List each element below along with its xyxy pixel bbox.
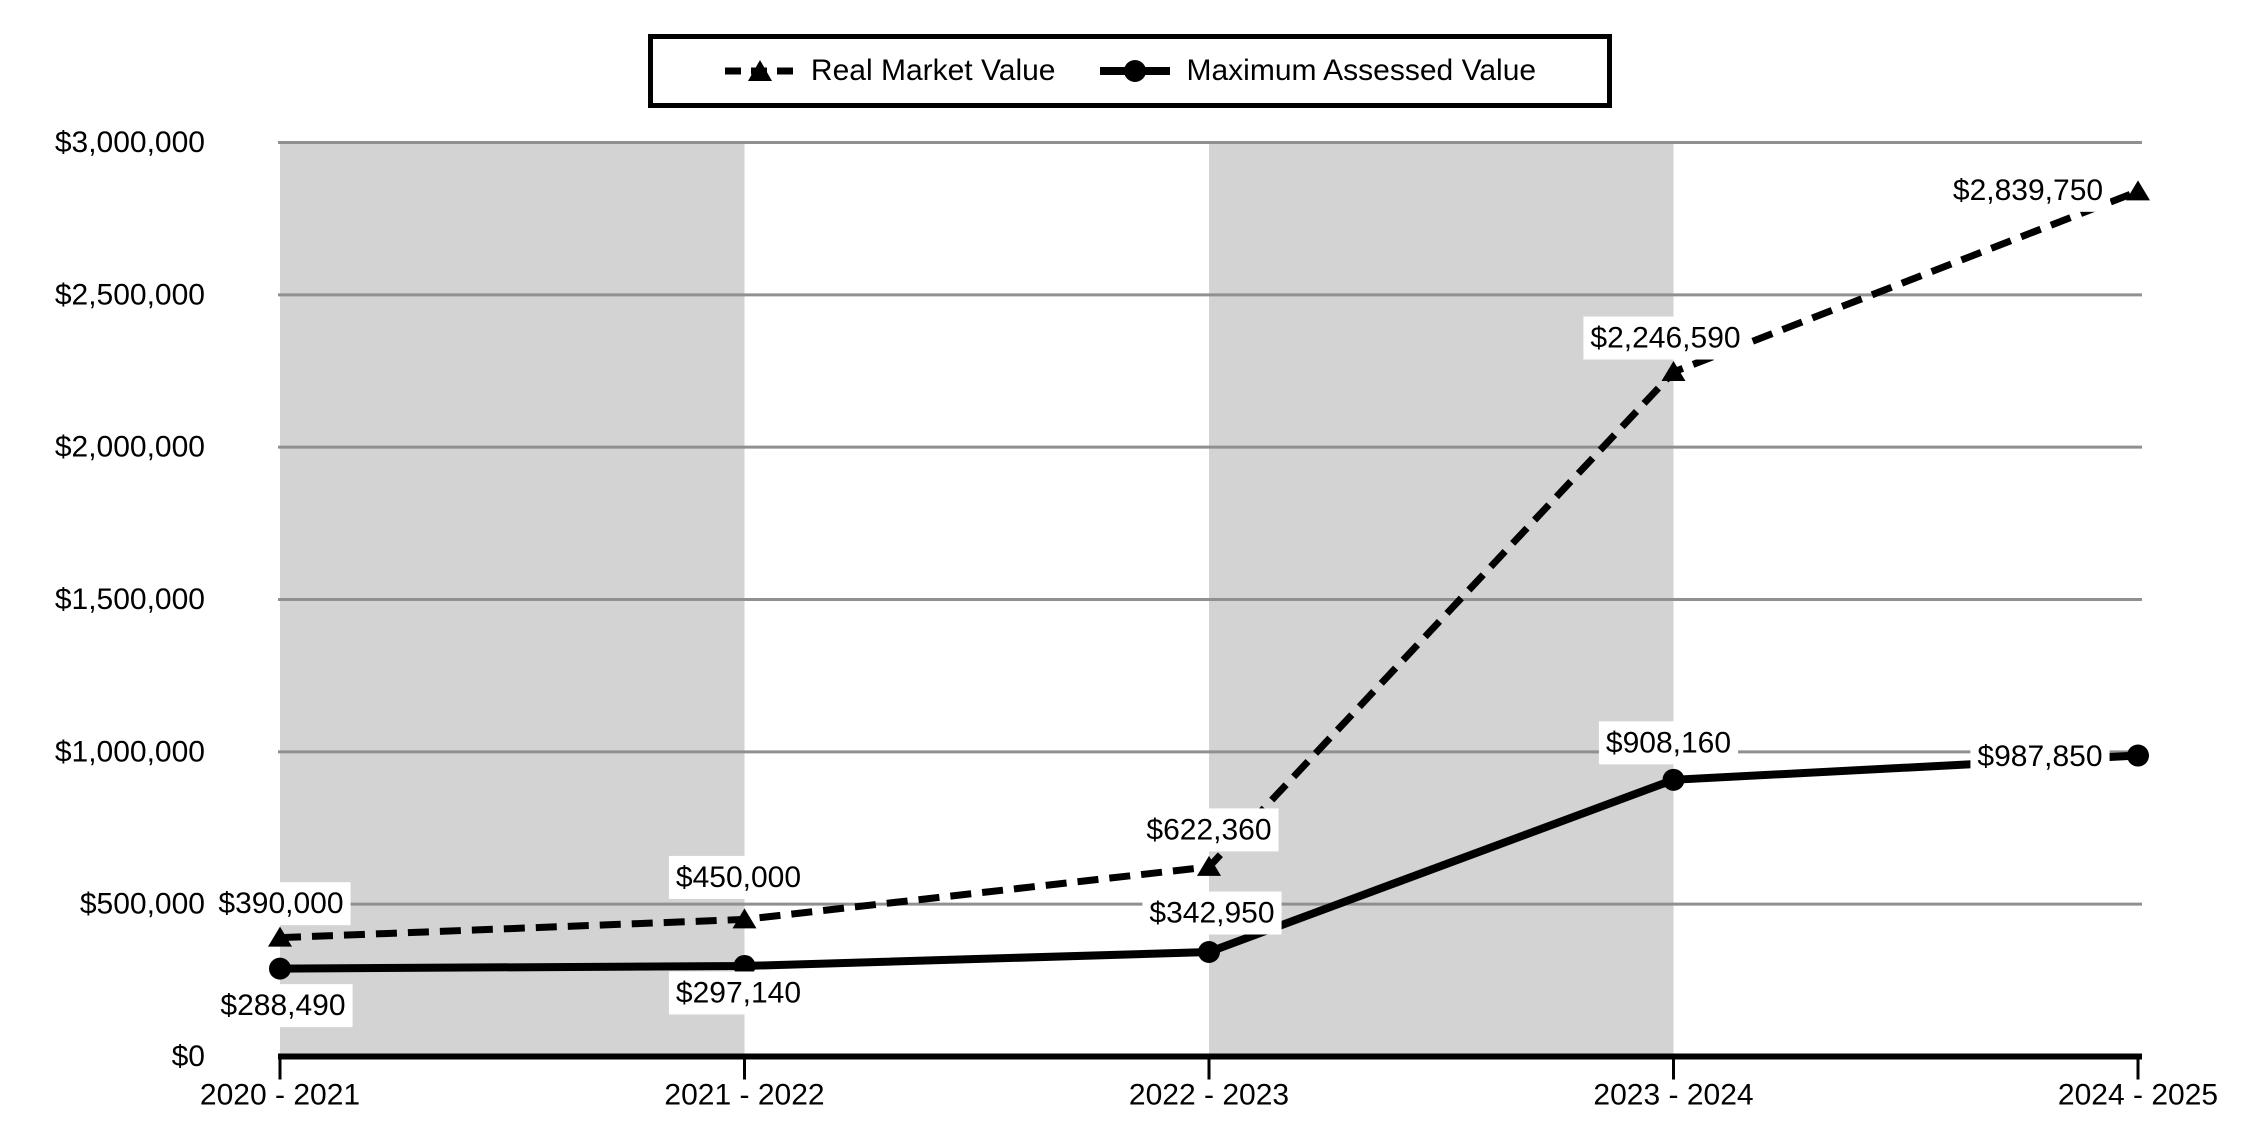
x-axis-tick-label: 2022 - 2023 bbox=[1129, 1079, 1289, 1112]
data-label-real-market-value: $2,839,750 bbox=[1953, 174, 2103, 207]
data-label-bg bbox=[1583, 316, 1748, 360]
circle-marker-maximum-assessed-value bbox=[1662, 768, 1685, 791]
data-label-bg bbox=[213, 984, 353, 1028]
y-axis-tick-label: $1,500,000 bbox=[55, 583, 205, 616]
data-label-bg bbox=[1598, 721, 1739, 765]
data-label-maximum-assessed-value: $342,950 bbox=[1149, 897, 1274, 930]
x-axis-tick-label: 2024 - 2025 bbox=[2058, 1079, 2218, 1112]
triangle-marker-real-market-value bbox=[2126, 180, 2150, 201]
data-label-bg bbox=[1945, 168, 2111, 212]
data-label-bg bbox=[1142, 891, 1282, 935]
data-label-bg bbox=[1970, 735, 2110, 779]
legend-item-maximum-assessed-value: Maximum Assessed Value bbox=[1099, 54, 1536, 88]
data-label-maximum-assessed-value: $297,140 bbox=[676, 976, 801, 1009]
y-axis-tick-label: $2,000,000 bbox=[55, 431, 205, 464]
triangle-marker-real-market-value bbox=[1197, 855, 1221, 876]
legend-item-real-market-value: Real Market Value bbox=[724, 54, 1056, 88]
data-label-real-market-value: $622,360 bbox=[1146, 813, 1271, 846]
x-axis-tick-label: 2021 - 2022 bbox=[664, 1079, 824, 1112]
x-axis-tick-label: 2023 - 2024 bbox=[1593, 1079, 1753, 1112]
y-axis-tick-label: $3,000,000 bbox=[55, 126, 205, 159]
circle-marker-maximum-assessed-value bbox=[269, 957, 291, 980]
data-label-real-market-value: $390,000 bbox=[218, 887, 343, 920]
y-axis-tick-label: $2,500,000 bbox=[55, 278, 205, 311]
legend-label-real-market-value: Real Market Value bbox=[810, 54, 1056, 87]
y-axis-tick-label: $0 bbox=[172, 1040, 205, 1073]
data-label-maximum-assessed-value: $908,160 bbox=[1606, 726, 1731, 759]
data-label-maximum-assessed-value: $288,490 bbox=[220, 989, 345, 1022]
legend-label-maximum-assessed-value: Maximum Assessed Value bbox=[1186, 54, 1537, 87]
circle-marker-maximum-assessed-value bbox=[2127, 744, 2149, 767]
data-label-maximum-assessed-value: $987,850 bbox=[1977, 740, 2102, 773]
triangle-marker-real-market-value bbox=[732, 908, 757, 929]
triangle-marker-real-market-value bbox=[268, 926, 292, 947]
data-label-real-market-value: $450,000 bbox=[676, 861, 801, 894]
data-label-bg bbox=[211, 882, 351, 926]
chart-legend: Real Market Value Maximum Assessed Value bbox=[648, 34, 1612, 108]
dashed-line-triangle-marker-icon bbox=[724, 60, 795, 81]
solid-line-circle-marker-icon bbox=[1100, 60, 1171, 82]
data-label-bg bbox=[1139, 808, 1279, 852]
triangle-marker-real-market-value bbox=[1661, 361, 1686, 382]
x-axis-tick-label: 2020 - 2021 bbox=[200, 1079, 360, 1112]
y-axis-tick-label: $500,000 bbox=[80, 888, 205, 921]
y-axis-tick-label: $1,000,000 bbox=[55, 735, 205, 768]
data-label-real-market-value: $2,246,590 bbox=[1590, 322, 1740, 355]
data-label-bg bbox=[668, 971, 809, 1015]
data-label-bg bbox=[668, 855, 809, 899]
circle-marker-maximum-assessed-value bbox=[1198, 941, 1220, 964]
